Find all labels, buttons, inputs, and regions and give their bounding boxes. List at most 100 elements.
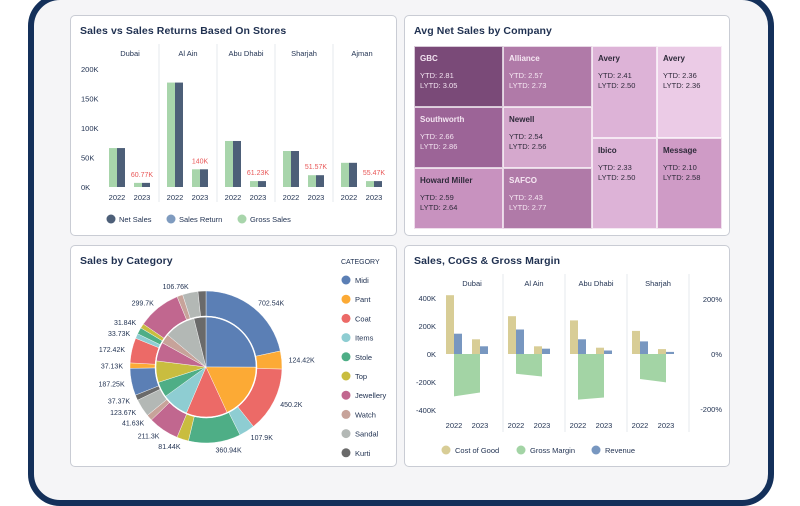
tile-ytd: YTD: 2.57 (509, 71, 543, 80)
inner-ring-border (154, 315, 258, 419)
revenue-bar (480, 346, 488, 354)
cost-of-good-bar (534, 346, 542, 354)
tile-lytd: LYTD: 2.77 (509, 203, 547, 212)
group-header: Al Ain (178, 49, 197, 58)
gross-sales-bar (250, 181, 258, 187)
y-tick-label: 50K (81, 154, 94, 163)
y-tick-label: 200K (418, 322, 436, 331)
x-tick-label: 2022 (341, 193, 358, 202)
net-sales-bar (233, 140, 241, 187)
tile-ytd: YTD: 2.36 (663, 71, 697, 80)
panel-title: Avg Net Sales by Company (414, 25, 552, 37)
y-tick-label: 0K (427, 350, 436, 359)
treemap-tile[interactable]: Avery YTD: 2.41 LYTD: 2.50 (592, 46, 657, 138)
x-tick-label: 2023 (366, 193, 383, 202)
net-sales-bar (316, 175, 324, 187)
revenue-bar (454, 333, 462, 354)
legend-marker (341, 429, 351, 439)
gross-sales-bar (308, 175, 316, 187)
sales-vs-returns-panel: Sales vs Sales Returns Based On Stores 0… (70, 15, 397, 236)
net-sales-bar (200, 169, 208, 187)
legend-marker (341, 448, 351, 458)
treemap-tile[interactable]: Howard Miller YTD: 2.59 LYTD: 2.64 (414, 168, 503, 229)
tile-ytd: YTD: 2.66 (420, 132, 454, 141)
net-sales-bar (291, 151, 299, 187)
x-tick-label: 2023 (134, 193, 151, 202)
legend-label: Revenue (605, 446, 635, 455)
x-tick-label: 2023 (596, 421, 613, 430)
legend-label: Gross Margin (530, 446, 575, 455)
panel-title: Sales, CoGS & Gross Margin (414, 255, 561, 267)
sales-by-category-chart: 702.54K 124.42K 450.2K 107.9K 360.94K 81.44K 2… (99, 259, 387, 458)
legend-label: Top (355, 372, 367, 381)
y-tick-label: -200K (416, 378, 436, 387)
tile-ytd: YTD: 2.10 (663, 163, 697, 172)
panel-title: Sales by Category (80, 255, 173, 267)
net-sales-bar (142, 182, 150, 187)
treemap-tile[interactable]: Ibico YTD: 2.33 LYTD: 2.50 (592, 138, 657, 229)
treemap-tile[interactable]: Alliance YTD: 2.57 LYTD: 2.73 (503, 46, 592, 107)
legend-title: CATEGORY (341, 259, 380, 266)
tile-ytd: YTD: 2.54 (509, 132, 543, 141)
x-tick-label: 2022 (225, 193, 242, 202)
tile-name: Message (663, 146, 697, 155)
data-label: 37.37K (108, 399, 131, 406)
cost-of-good-bar (446, 295, 454, 354)
tile-name: SAFCO (509, 176, 537, 185)
treemap-tile[interactable]: Southworth YTD: 2.66 LYTD: 2.86 (414, 107, 503, 168)
net-sales-bar (117, 148, 125, 187)
data-label: 124.42K (289, 357, 315, 364)
gross-margin-area (640, 354, 666, 383)
y2-tick-label: 200% (703, 295, 723, 304)
data-label: 299.7K (132, 300, 155, 307)
tile-lytd: LYTD: 2.56 (509, 142, 547, 151)
legend-marker (441, 445, 451, 455)
legend-marker (237, 214, 247, 224)
y2-tick-label: 0% (711, 350, 722, 359)
treemap-tile[interactable]: Newell YTD: 2.54 LYTD: 2.56 (503, 107, 592, 168)
y-tick-label: 200K (81, 65, 99, 74)
treemap-tile[interactable]: GBC YTD: 2.81 LYTD: 3.05 (414, 46, 503, 107)
group-header: Abu Dhabi (578, 279, 613, 288)
tile-name: Avery (598, 54, 620, 63)
revenue-bar (640, 341, 648, 354)
legend-marker (341, 313, 351, 323)
y-tick-label: 150K (81, 95, 99, 104)
tile-lytd: LYTD: 2.58 (663, 173, 701, 182)
legend-label: Pant (355, 295, 371, 304)
legend-marker (166, 214, 176, 224)
group-header: Dubai (120, 49, 140, 58)
data-label: 61.23K (247, 170, 270, 177)
tile-name: Avery (663, 54, 685, 63)
x-tick-label: 2022 (632, 421, 649, 430)
x-tick-label: 2023 (250, 193, 267, 202)
treemap-tile[interactable]: Message YTD: 2.10 LYTD: 2.58 (657, 138, 722, 229)
x-tick-label: 2022 (167, 193, 184, 202)
tile-lytd: LYTD: 2.50 (598, 173, 636, 182)
legend-label: Watch (355, 410, 376, 419)
group-header: Abu Dhabi (228, 49, 263, 58)
data-label: 31.84K (114, 320, 137, 327)
cost-of-good-bar (508, 316, 516, 354)
tile-lytd: LYTD: 2.36 (663, 81, 701, 90)
legend-marker (341, 352, 351, 362)
cost-of-good-bar (570, 320, 578, 354)
data-label: 360.94K (216, 447, 242, 454)
y-tick-label: 100K (81, 124, 99, 133)
cost-of-good-bar (658, 349, 666, 354)
group-header: Ajman (351, 49, 372, 58)
treemap-tile[interactable]: SAFCO YTD: 2.43 LYTD: 2.77 (503, 168, 592, 229)
data-label: 450.2K (280, 402, 303, 409)
legend-marker (341, 294, 351, 304)
legend-marker (341, 333, 351, 343)
data-label: 55.47K (363, 170, 386, 177)
data-label: 187.25K (99, 381, 125, 388)
y2-tick-label: -200% (700, 405, 722, 414)
cost-of-good-bar (596, 347, 604, 354)
data-label: 37.13K (101, 363, 124, 370)
treemap-tile[interactable]: Avery YTD: 2.36 LYTD: 2.36 (657, 46, 722, 138)
data-label: 51.57K (305, 164, 328, 171)
tile-ytd: YTD: 2.81 (420, 71, 454, 80)
sales-cogs-margin-chart: 400K 200K 0K -200K -400K 200% 0% -200% Dubai 2022… (416, 274, 723, 455)
x-tick-label: 2022 (283, 193, 300, 202)
